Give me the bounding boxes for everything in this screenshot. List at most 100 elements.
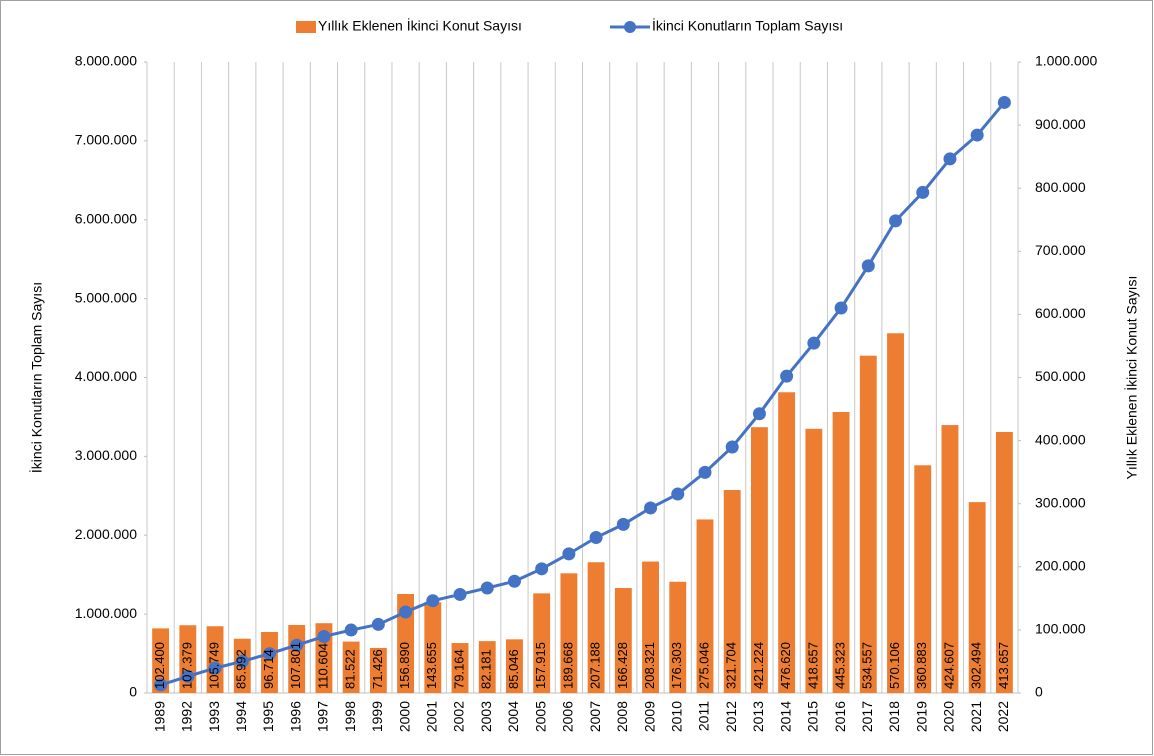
legend-swatch-marker <box>624 21 636 33</box>
data-label: 85.992 <box>234 649 249 689</box>
line-marker <box>807 336 821 350</box>
line-marker <box>181 669 195 683</box>
y-tick-label: 8.000.000 <box>75 53 137 69</box>
y2-tick-label: 100.000 <box>1035 621 1086 637</box>
data-label: 107.801 <box>288 642 303 689</box>
legend-label: İkinci Konutların Toplam Sayısı <box>652 17 843 34</box>
x-tick-label: 2019 <box>913 701 929 732</box>
line-marker <box>507 574 521 588</box>
data-label: 107.379 <box>179 642 194 689</box>
line-marker <box>562 547 576 561</box>
data-label: 189.668 <box>560 642 575 689</box>
y2-tick-label: 500.000 <box>1035 368 1086 384</box>
x-tick-label: 2018 <box>886 701 902 732</box>
x-tick-label: 2009 <box>641 701 657 732</box>
data-label: 207.188 <box>588 642 603 689</box>
data-label: 360.883 <box>914 642 929 689</box>
bar <box>778 392 796 693</box>
y-tick-label: 4.000.000 <box>75 368 137 384</box>
line-marker <box>426 594 440 608</box>
bar <box>533 593 551 693</box>
y2-tick-label: 800.000 <box>1035 179 1086 195</box>
x-tick-label: 2008 <box>614 701 630 732</box>
y-tick-label: 7.000.000 <box>75 132 137 148</box>
bar <box>968 502 986 693</box>
bar <box>560 573 578 693</box>
y2-tick-label: 200.000 <box>1035 558 1086 574</box>
data-label: 157.915 <box>533 642 548 689</box>
line-marker <box>780 369 794 383</box>
bar <box>587 562 605 693</box>
bar <box>914 465 932 693</box>
line-marker <box>916 185 930 199</box>
bar <box>206 626 224 693</box>
data-label: 85.046 <box>506 649 521 689</box>
bar <box>832 412 850 693</box>
bar <box>642 561 659 693</box>
data-label: 418.657 <box>805 642 820 689</box>
data-label: 81.522 <box>343 649 358 689</box>
bar <box>397 594 415 693</box>
bar <box>859 355 877 693</box>
x-tick-label: 2007 <box>587 701 603 732</box>
bar <box>723 490 741 693</box>
x-tick-label: 2014 <box>777 701 793 732</box>
data-label: 424.607 <box>941 642 956 689</box>
line-marker <box>262 647 276 661</box>
x-tick-label: 1999 <box>369 701 385 732</box>
legend-label: Yıllık Eklenen İkinci Konut Sayısı <box>318 17 522 34</box>
line-marker <box>861 259 875 273</box>
bar <box>451 643 469 693</box>
legend-swatch <box>296 21 316 33</box>
x-tick-label: 2022 <box>995 701 1011 732</box>
y-tick-label: 5.000.000 <box>75 289 137 305</box>
x-tick-label: 2000 <box>396 701 412 732</box>
y-tick-label: 6.000.000 <box>75 210 137 226</box>
x-tick-label: 2020 <box>941 701 957 732</box>
bar <box>506 639 523 693</box>
data-label: 105.749 <box>206 642 221 689</box>
bar <box>342 641 360 693</box>
bar <box>995 431 1013 693</box>
bar <box>614 587 632 693</box>
x-tick-label: 2021 <box>968 701 984 732</box>
line-marker <box>344 623 358 637</box>
line-marker <box>399 605 413 619</box>
line-marker <box>453 587 467 601</box>
y2-tick-label: 900.000 <box>1035 116 1086 132</box>
line-marker <box>290 638 304 652</box>
line-marker <box>644 501 658 515</box>
x-tick-label: 2006 <box>560 701 576 732</box>
bar <box>478 641 496 693</box>
bar <box>424 602 442 693</box>
line-marker <box>698 465 712 479</box>
y-tick-label: 1.000.000 <box>75 605 137 621</box>
x-tick-label: 1998 <box>342 701 358 732</box>
line-marker <box>889 214 903 228</box>
bar <box>152 628 170 693</box>
y2-tick-label: 600.000 <box>1035 305 1086 321</box>
line-marker <box>616 517 630 531</box>
y-tick-label: 0 <box>129 684 137 700</box>
x-tick-label: 1997 <box>315 701 331 732</box>
line-marker <box>317 629 331 643</box>
x-tick-label: 2017 <box>859 701 875 732</box>
data-label: 421.224 <box>751 642 766 689</box>
bar <box>805 428 823 693</box>
x-tick-label: 1994 <box>233 701 249 732</box>
data-label: 79.164 <box>451 649 466 689</box>
x-tick-label: 1993 <box>206 701 222 732</box>
data-label: 102.400 <box>152 642 167 689</box>
bar <box>887 333 904 693</box>
y2-tick-label: 300.000 <box>1035 494 1086 510</box>
x-tick-label: 2015 <box>805 701 821 732</box>
y2-tick-label: 0 <box>1035 684 1043 700</box>
x-tick-label: 2012 <box>723 701 739 732</box>
bar <box>941 425 959 693</box>
bar <box>261 631 278 693</box>
x-tick-label: 1992 <box>179 701 195 732</box>
data-label: 176.303 <box>669 642 684 689</box>
data-label: 275.046 <box>696 642 711 689</box>
x-tick-label: 1995 <box>260 701 276 732</box>
